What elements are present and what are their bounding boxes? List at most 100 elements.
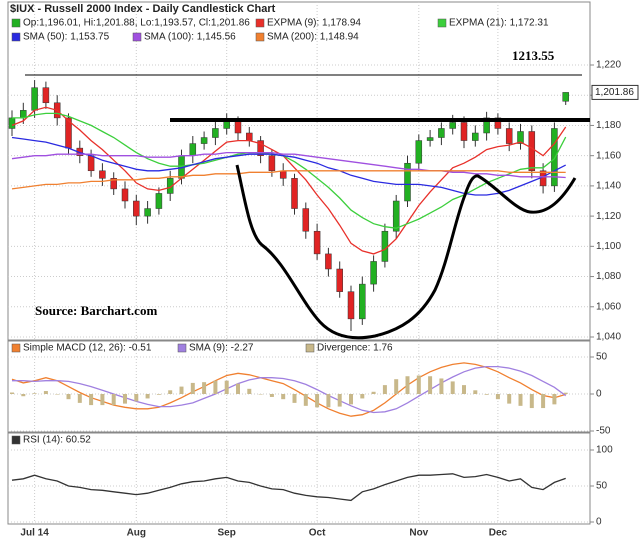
legend-label: RSI (14): 60.52 bbox=[23, 435, 91, 446]
candle-body bbox=[551, 128, 558, 187]
legend-swatch bbox=[11, 343, 21, 353]
divergence-bar bbox=[134, 394, 139, 402]
x-tick-label: Dec bbox=[489, 528, 508, 539]
legend-swatch bbox=[11, 32, 21, 42]
series-line bbox=[11, 473, 566, 502]
divergence-bar bbox=[518, 394, 523, 406]
candle-body bbox=[246, 132, 253, 141]
y-tick-label: 1,060 bbox=[596, 301, 621, 312]
candle-body bbox=[460, 122, 468, 141]
y-tick-label: 1,080 bbox=[596, 271, 621, 282]
candle-body bbox=[392, 200, 400, 232]
legend-label: Divergence: 1.76 bbox=[317, 343, 393, 354]
candle-body bbox=[404, 162, 411, 202]
legend-label: EXPMA (9): 1,178.94 bbox=[267, 18, 361, 29]
series-line bbox=[11, 136, 566, 196]
legend-swatch bbox=[177, 343, 187, 353]
candle-body bbox=[472, 132, 479, 141]
legend-swatch bbox=[255, 18, 265, 28]
legend-label: SMA (100): 1,145.56 bbox=[144, 32, 236, 43]
candle-body bbox=[494, 117, 502, 129]
divergence-bar bbox=[55, 394, 60, 395]
legend-swatch bbox=[255, 32, 265, 42]
divergence-bar bbox=[473, 390, 478, 394]
divergence-bar bbox=[563, 392, 568, 394]
y-tick-label: 1,180 bbox=[596, 120, 621, 131]
divergence-bar bbox=[529, 394, 534, 409]
y-tick-label: 0 bbox=[596, 517, 602, 528]
annotation-level: 1213.55 bbox=[512, 48, 555, 63]
divergence-bar bbox=[168, 390, 173, 394]
divergence-bar bbox=[439, 378, 444, 394]
divergence-bar bbox=[89, 394, 94, 406]
y-tick-label: 100 bbox=[596, 445, 613, 456]
candle-body bbox=[189, 143, 197, 156]
macd-panel-frame bbox=[7, 340, 591, 433]
candle-body bbox=[133, 200, 140, 217]
divergence-bar bbox=[247, 388, 252, 394]
candle-body bbox=[121, 188, 129, 202]
annotation-cup-drawing bbox=[235, 164, 577, 340]
divergence-bar bbox=[541, 394, 546, 409]
marks bbox=[8, 80, 569, 502]
x-tick-label: Aug bbox=[127, 528, 146, 539]
chart-title: $IUX - Russell 2000 Index - Daily Candle… bbox=[10, 3, 276, 15]
divergence-bar bbox=[190, 382, 195, 394]
x-tick-label: Oct bbox=[309, 528, 326, 539]
series-line bbox=[11, 106, 567, 255]
divergence-bar bbox=[495, 394, 500, 400]
divergence-bar bbox=[382, 385, 387, 394]
y-tick-label: 50 bbox=[596, 352, 608, 363]
y-tick-label: 1,120 bbox=[596, 211, 621, 222]
divergence-bar bbox=[145, 394, 150, 399]
legend-label: EXPMA (21): 1,172.31 bbox=[449, 18, 549, 29]
candle-body bbox=[505, 128, 513, 144]
candle-body bbox=[223, 120, 230, 129]
y-tick-label: 1,140 bbox=[596, 181, 621, 192]
series-line bbox=[11, 170, 566, 190]
candle-body bbox=[313, 230, 321, 255]
divergence-bar bbox=[281, 394, 286, 400]
candle-body bbox=[302, 208, 310, 232]
y-tick-label: 1,220 bbox=[596, 60, 621, 71]
divergence-bar bbox=[179, 386, 184, 394]
legend-label: SMA (50): 1,153.75 bbox=[23, 32, 110, 43]
candle-body bbox=[336, 268, 343, 292]
candle-body bbox=[438, 128, 445, 138]
candle-body bbox=[200, 137, 208, 144]
candle-body bbox=[155, 193, 163, 209]
series-line bbox=[11, 151, 566, 179]
y-tick-label: 1,100 bbox=[596, 241, 621, 252]
series-line bbox=[12, 365, 567, 414]
y-tick-label: 0 bbox=[596, 389, 602, 400]
divergence-bar bbox=[394, 379, 399, 394]
last-price-box bbox=[591, 84, 639, 100]
divergence-bar bbox=[224, 380, 229, 394]
series-line bbox=[12, 112, 567, 229]
legend-swatch bbox=[11, 435, 21, 445]
divergence-bar bbox=[462, 385, 466, 394]
divergence-bar bbox=[43, 391, 48, 394]
candle-body bbox=[483, 117, 490, 134]
divergence-bar bbox=[416, 375, 421, 394]
divergence-bar bbox=[292, 394, 297, 403]
divergence-bar bbox=[303, 394, 308, 406]
legend-label: SMA (9): -2.27 bbox=[189, 343, 254, 354]
y-tick-label: 50 bbox=[596, 481, 608, 492]
divergence-bar bbox=[450, 381, 455, 394]
divergence-bar bbox=[484, 394, 489, 395]
divergence-bar bbox=[269, 394, 274, 397]
y-tick-label: 1,160 bbox=[596, 150, 621, 161]
divergence-bar bbox=[371, 391, 376, 394]
divergence-bar bbox=[507, 394, 512, 404]
y-tick-label: 1,040 bbox=[596, 332, 621, 343]
candle-body bbox=[166, 178, 174, 194]
x-tick-label: Nov bbox=[409, 528, 428, 539]
divergence-bar bbox=[337, 394, 342, 407]
grid bbox=[8, 2, 590, 524]
candle-body bbox=[144, 208, 151, 217]
rsi-panel-frame bbox=[7, 432, 591, 525]
divergence-bar bbox=[428, 376, 433, 394]
candle-body bbox=[8, 117, 16, 129]
